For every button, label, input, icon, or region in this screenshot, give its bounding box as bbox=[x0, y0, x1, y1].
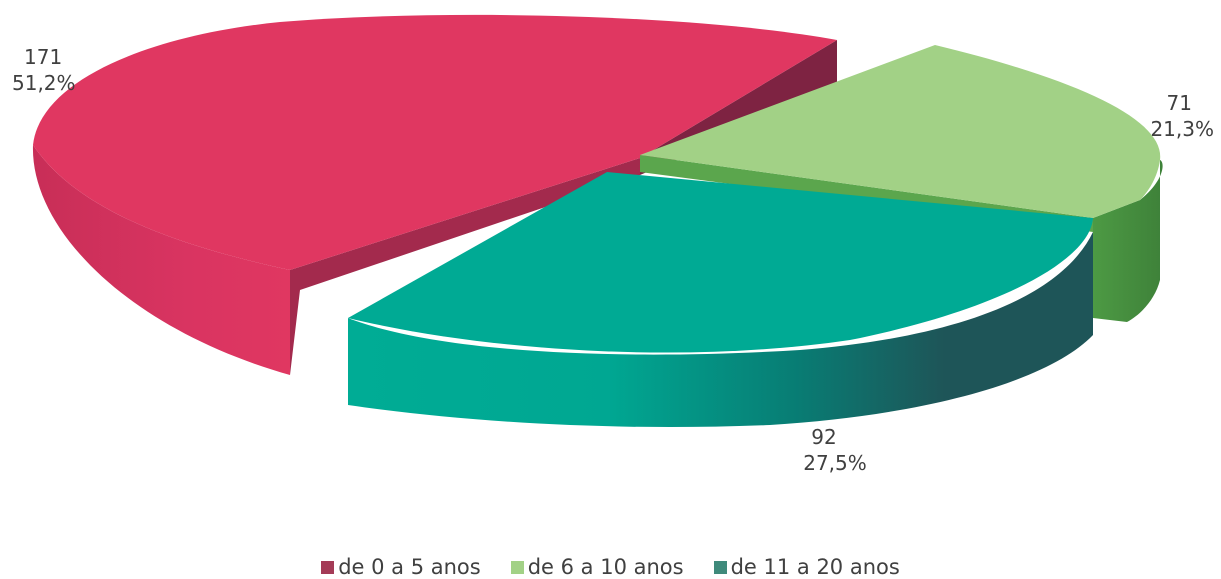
data-label-6-to-10-percent: 21,3% bbox=[1150, 117, 1214, 141]
legend-swatch-6-to-10 bbox=[510, 560, 524, 574]
legend-item-6-to-10: de 6 a 10 anos bbox=[510, 555, 684, 579]
legend: de 0 a 5 anos de 6 a 10 anos de 11 a 20 … bbox=[0, 555, 1221, 579]
legend-label-0-to-5: de 0 a 5 anos bbox=[338, 555, 481, 579]
slice-11-to-20-top bbox=[348, 172, 1093, 353]
legend-item-11-to-20: de 11 a 20 anos bbox=[713, 555, 900, 579]
data-label-6-to-10-value: 71 bbox=[1166, 91, 1192, 115]
slice-0-to-5-top bbox=[33, 14, 837, 271]
slice-11-to-20-outer-wall bbox=[348, 232, 1093, 428]
legend-swatch-11-to-20 bbox=[713, 560, 727, 574]
legend-label-11-to-20: de 11 a 20 anos bbox=[730, 555, 900, 579]
data-label-0-to-5: 171 51,2% bbox=[12, 44, 76, 96]
slice-6-to-10-top bbox=[640, 45, 1161, 218]
data-label-11-to-20-value: 92 bbox=[811, 425, 837, 449]
legend-item-0-to-5: de 0 a 5 anos bbox=[321, 555, 481, 579]
slice-11-to-20 bbox=[348, 172, 1093, 428]
legend-swatch-0-to-5 bbox=[321, 560, 335, 574]
slice-6-to-10-outer-wall bbox=[1093, 160, 1163, 322]
data-label-11-to-20: 92 27,5% bbox=[790, 424, 880, 476]
pie-chart-svg bbox=[32, 14, 1163, 428]
pie-chart: 171 51,2% 71 21,3% 92 27,5% bbox=[12, 14, 1214, 476]
legend-label-6-to-10: de 6 a 10 anos bbox=[527, 555, 684, 579]
slice-0-to-5-outer-wall bbox=[32, 145, 291, 375]
data-label-0-to-5-percent: 51,2% bbox=[12, 71, 76, 95]
data-label-11-to-20-percent: 27,5% bbox=[803, 451, 867, 475]
data-label-6-to-10: 71 21,3% bbox=[1150, 90, 1214, 142]
data-label-0-to-5-value: 171 bbox=[24, 45, 63, 69]
